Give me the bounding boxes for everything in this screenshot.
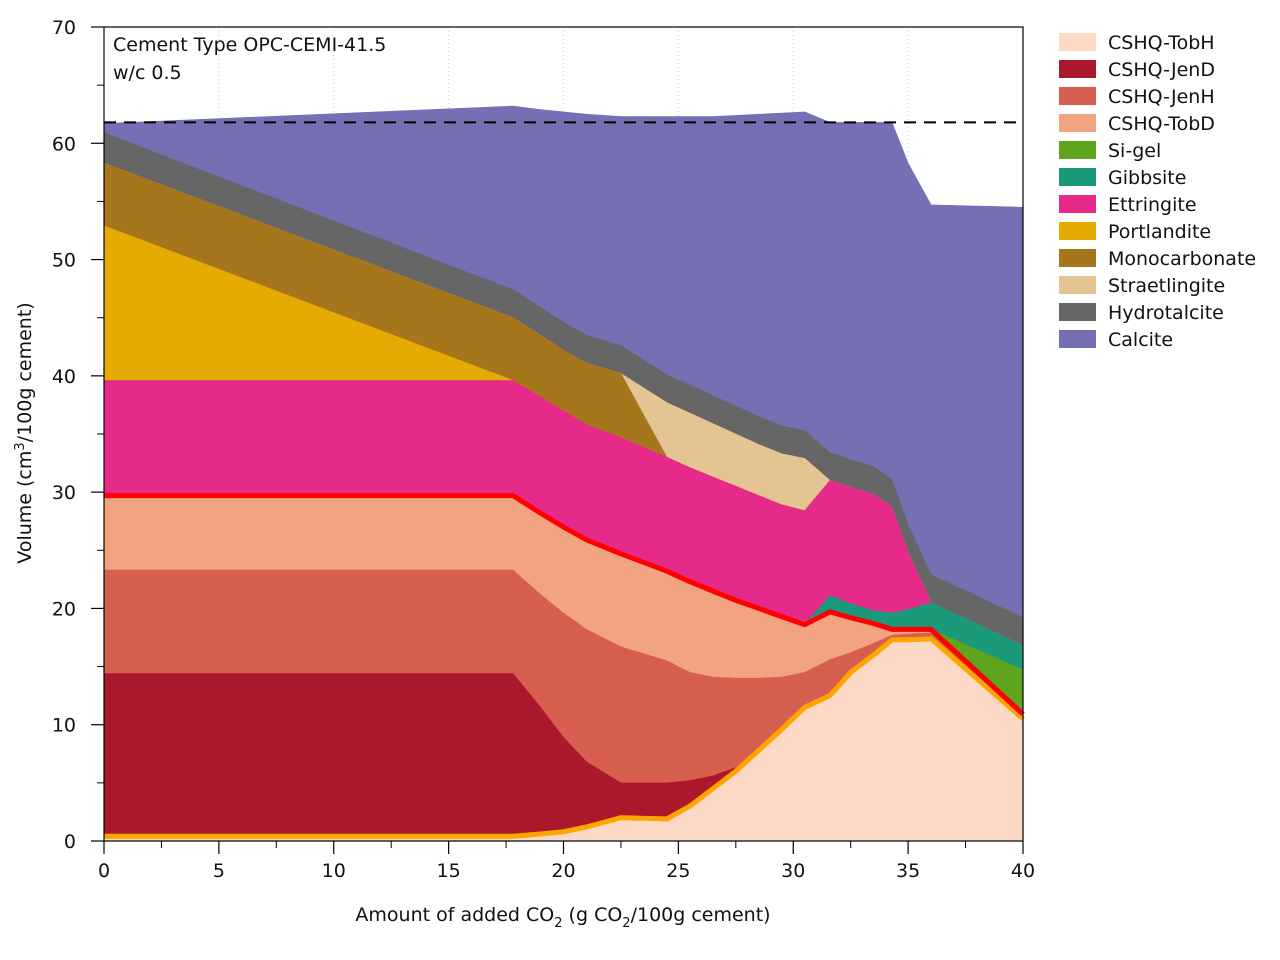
legend-swatch (1059, 249, 1096, 267)
legend-item-cshq-tobh: CSHQ-TobH (1059, 32, 1215, 54)
x-tick-label: 15 (437, 860, 461, 882)
y-tick-label: 20 (52, 598, 76, 620)
y-tick-label: 60 (52, 133, 76, 155)
legend-item-cshq-tobd: CSHQ-TobD (1059, 113, 1215, 135)
legend-label: CSHQ-JenH (1108, 86, 1215, 108)
x-tick-label: 25 (666, 860, 690, 882)
annotation-cement-type: Cement Type OPC-CEMI-41.5 (113, 34, 386, 56)
axis-ticks: 0 5 10 15 20 25 30 35 40 0 10 20 30 40 50 60 70 (52, 17, 1035, 882)
legend-label: CSHQ-TobH (1108, 32, 1215, 54)
y-tick-label: 10 (52, 715, 76, 737)
legend-label: Hydrotalcite (1108, 302, 1224, 324)
legend-item-cshq-jend: CSHQ-JenD (1059, 59, 1215, 81)
x-tick-label: 30 (781, 860, 805, 882)
highlight-lines (104, 493, 1025, 839)
legend-item-gibbsite: Gibbsite (1059, 167, 1186, 189)
legend-label: CSHQ-JenD (1108, 59, 1215, 81)
y-tick-label: 0 (64, 831, 76, 853)
legend-label: Ettringite (1108, 194, 1197, 216)
legend-swatch (1059, 168, 1096, 186)
legend-swatch (1059, 87, 1096, 105)
legend-item-hydrotalcite: Hydrotalcite (1059, 302, 1224, 324)
legend-swatch (1059, 141, 1096, 159)
x-tick-label: 10 (322, 860, 346, 882)
x-tick-label: 5 (213, 860, 225, 882)
legend-swatch (1059, 195, 1096, 213)
legend-label: Portlandite (1108, 221, 1211, 243)
highlight-line-cshq-tobd (104, 493, 1025, 717)
legend-swatch (1059, 33, 1096, 51)
y-tick-label: 70 (52, 17, 76, 39)
legend-swatch (1059, 276, 1096, 294)
x-tick-label: 40 (1011, 860, 1035, 882)
x-axis-title: Amount of added CO2 (g CO2/100g cement) (355, 904, 770, 931)
legend-item-ettringite: Ettringite (1059, 194, 1197, 216)
x-tick-label: 0 (98, 860, 110, 882)
annotation-wc-ratio: w/c 0.5 (113, 62, 182, 84)
y-tick-label: 40 (52, 366, 76, 388)
y-axis-title: Volume (cm3/100g cement) (13, 302, 36, 563)
legend-swatch (1059, 222, 1096, 240)
legend: CSHQ-TobH CSHQ-JenD CSHQ-JenH CSHQ-TobD Si-g… (1059, 32, 1256, 351)
legend-label: Gibbsite (1108, 167, 1186, 189)
highlight-line-cshq-tobh (104, 636, 1025, 839)
legend-item-straetlingite: Straetlingite (1059, 275, 1225, 297)
legend-swatch (1059, 60, 1096, 78)
legend-swatch (1059, 330, 1096, 348)
legend-item-si-gel: Si-gel (1059, 140, 1161, 162)
y-tick-label: 50 (52, 250, 76, 272)
legend-item-cshq-jenh: CSHQ-JenH (1059, 86, 1215, 108)
y-tick-label: 30 (52, 482, 76, 504)
legend-item-monocarbonate: Monocarbonate (1059, 248, 1256, 270)
legend-item-calcite: Calcite (1059, 329, 1173, 351)
legend-label: Monocarbonate (1108, 248, 1256, 270)
legend-label: CSHQ-TobD (1108, 113, 1215, 135)
legend-item-portlandite: Portlandite (1059, 221, 1211, 243)
legend-label: Si-gel (1108, 140, 1161, 162)
x-tick-label: 35 (896, 860, 920, 882)
legend-swatch (1059, 114, 1096, 132)
area-layers (103, 105, 1024, 842)
legend-label: Calcite (1108, 329, 1173, 351)
plot-area: 0 5 10 15 20 25 30 35 40 0 10 20 30 40 50 60 70 (52, 17, 1035, 882)
legend-swatch (1059, 303, 1096, 321)
x-tick-label: 20 (551, 860, 575, 882)
legend-label: Straetlingite (1108, 275, 1225, 297)
